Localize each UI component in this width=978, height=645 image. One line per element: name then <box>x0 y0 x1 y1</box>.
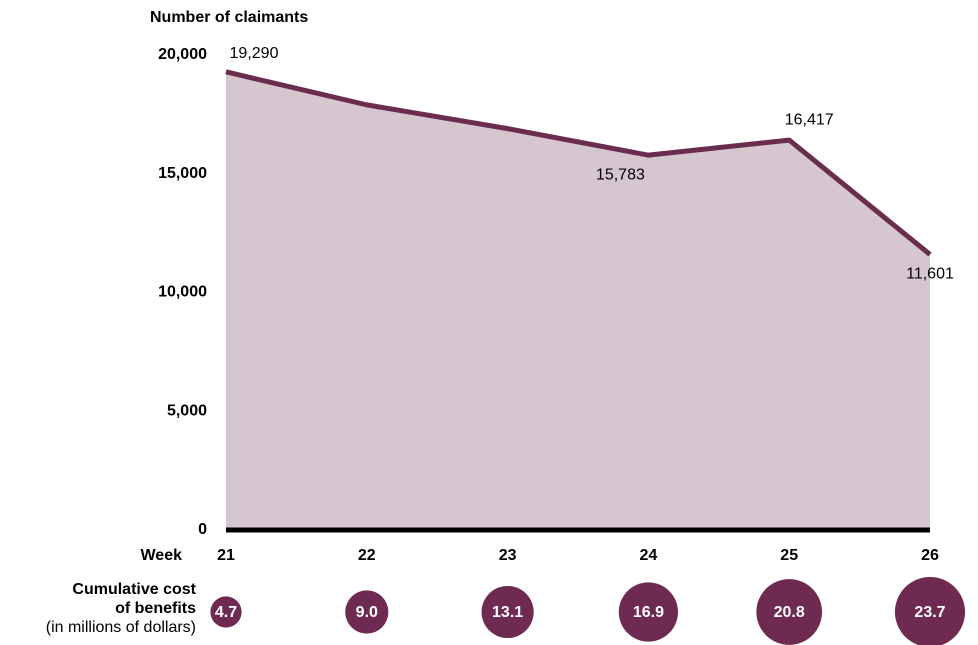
cost-title: Cumulative cost of benefits <box>72 581 196 617</box>
bubble-label: 16.9 <box>633 604 664 621</box>
data-label: 19,290 <box>230 45 279 62</box>
bubble-label: 13.1 <box>492 604 523 621</box>
y-tick-label: 20,000 <box>158 46 207 63</box>
cost-label: Cumulative cost of benefits (in millions… <box>0 580 196 637</box>
data-label: 15,783 <box>596 166 645 183</box>
y-tick-label: 10,000 <box>158 284 207 301</box>
bubble <box>618 582 678 642</box>
bubble-label: 20.8 <box>774 604 805 621</box>
x-tick-label: 26 <box>921 547 939 564</box>
line <box>225 69 932 257</box>
x-tick-label: 24 <box>640 547 658 564</box>
bubble-label: 4.7 <box>215 604 237 621</box>
bubble <box>481 585 534 639</box>
chart-title: Number of claimants <box>150 9 308 26</box>
bubble <box>894 576 966 645</box>
bubble-label: 9.0 <box>356 604 378 621</box>
bubble <box>345 590 389 634</box>
y-tick-label: 15,000 <box>158 165 207 182</box>
y-tick-label: 0 <box>198 521 207 538</box>
data-label: 11,601 <box>906 266 954 283</box>
bubble <box>210 596 242 628</box>
x-tick-label: 22 <box>358 547 376 564</box>
area <box>226 71 930 531</box>
bubble-label: 23.7 <box>914 604 945 621</box>
data-label: 16,417 <box>785 111 834 128</box>
x-tick-label: 21 <box>217 547 235 564</box>
y-tick-label: 5,000 <box>167 402 207 419</box>
x-tick-label: 25 <box>780 547 798 564</box>
cost-subtitle: (in millions of dollars) <box>45 619 196 636</box>
bubble <box>756 579 823 645</box>
x-tick-label: 23 <box>499 547 517 564</box>
x-axis-label: Week <box>140 547 182 564</box>
